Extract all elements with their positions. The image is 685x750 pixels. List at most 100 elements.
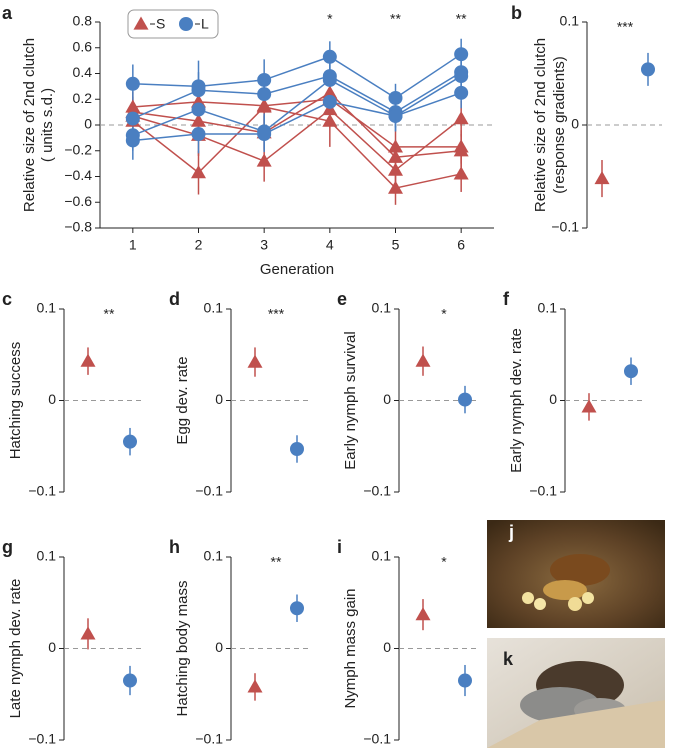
marker xyxy=(125,133,140,148)
significance: ** xyxy=(271,554,282,570)
marker xyxy=(125,76,140,91)
series-line xyxy=(132,75,462,136)
significance: ** xyxy=(390,11,401,27)
y-tick-label: 0 xyxy=(48,639,56,655)
y-tick-label: 0.1 xyxy=(37,548,57,564)
marker xyxy=(388,90,403,105)
y-tick-label: −0.1 xyxy=(363,731,391,747)
panel-label: i xyxy=(337,537,342,557)
x-tick-label: 6 xyxy=(457,237,465,253)
y-axis-label: Early nymph dev. rate xyxy=(508,328,525,473)
y-tick-label: 0 xyxy=(215,391,223,407)
marker xyxy=(257,72,272,87)
marker xyxy=(454,69,469,84)
y-tick-label: 0.1 xyxy=(372,300,392,316)
panel-label: c xyxy=(2,289,12,309)
marker xyxy=(458,673,472,688)
marker xyxy=(581,399,597,413)
marker xyxy=(191,127,206,142)
legend-label: L xyxy=(201,16,209,32)
marker xyxy=(388,139,403,153)
y-tick-label: −0.1 xyxy=(551,219,579,235)
significance: * xyxy=(441,306,447,322)
marker xyxy=(247,354,263,368)
y-axis-label: Hatching body mass xyxy=(174,581,191,717)
y-tick-label: 0.1 xyxy=(560,13,580,29)
y-tick-label: −0.2 xyxy=(64,141,92,157)
y-tick-label: 0.2 xyxy=(73,90,93,106)
y-axis-label: Hatching success xyxy=(7,342,24,460)
series-line xyxy=(132,53,462,99)
panel-label: a xyxy=(2,3,13,23)
y-tick-label: 0 xyxy=(549,391,557,407)
significance: * xyxy=(441,554,447,570)
y-tick-label: 0 xyxy=(48,391,56,407)
marker xyxy=(624,364,638,379)
y-axis-label: Relative size of 2nd clutch xyxy=(532,38,549,212)
y-tick-label: 0.1 xyxy=(538,300,558,316)
y-tick-label: −0.1 xyxy=(28,731,56,747)
series-line xyxy=(132,92,462,142)
significance: *** xyxy=(617,19,634,35)
y-tick-label: 0.1 xyxy=(372,548,392,564)
marker xyxy=(458,392,472,407)
y-tick-label: −0.6 xyxy=(64,193,92,209)
marker xyxy=(290,601,304,616)
y-tick-label: 0 xyxy=(383,391,391,407)
series-line xyxy=(132,98,462,148)
y-axis-label: Late nymph dev. rate xyxy=(7,579,24,719)
significance: ** xyxy=(456,11,467,27)
marker xyxy=(322,72,337,87)
marker xyxy=(388,149,403,163)
marker xyxy=(322,113,338,127)
series-line xyxy=(132,108,462,172)
legend-marker xyxy=(133,16,149,30)
y-axis-label: Early nymph survival xyxy=(342,331,359,469)
y-tick-label: 0 xyxy=(84,116,92,132)
marker xyxy=(388,162,403,176)
marker xyxy=(388,108,403,123)
marker xyxy=(322,85,338,99)
marker xyxy=(256,99,272,113)
marker xyxy=(453,111,469,125)
x-tick-label: 3 xyxy=(260,237,268,253)
panel-label: j xyxy=(508,522,514,542)
marker xyxy=(256,153,272,167)
y-tick-label: −0.8 xyxy=(64,219,92,235)
marker xyxy=(388,180,403,194)
y-axis-label: ( units s.d.) xyxy=(39,88,56,162)
y-tick-label: 0.4 xyxy=(73,64,93,80)
marker xyxy=(247,679,263,693)
x-tick-label: 2 xyxy=(195,237,203,253)
y-axis-label: (response gradients) xyxy=(551,56,568,194)
series-line xyxy=(132,106,462,189)
marker xyxy=(191,113,206,127)
marker xyxy=(454,85,469,100)
panel-label: b xyxy=(511,3,522,23)
marker xyxy=(454,47,469,62)
marker xyxy=(191,102,206,117)
y-tick-label: −0.1 xyxy=(28,483,56,499)
x-axis-label: Generation xyxy=(260,261,334,278)
y-tick-label: 0.1 xyxy=(204,300,224,316)
marker xyxy=(191,165,206,179)
marker xyxy=(123,673,137,688)
marker xyxy=(123,434,137,449)
marker xyxy=(594,171,610,185)
photo-k xyxy=(487,638,665,748)
marker xyxy=(415,353,431,367)
y-tick-label: 0.1 xyxy=(204,548,224,564)
y-tick-label: 0.1 xyxy=(37,300,57,316)
marker xyxy=(322,94,337,109)
marker xyxy=(80,353,96,367)
y-axis-label: Nymph mass gain xyxy=(342,588,359,708)
y-axis-label: Egg dev. rate xyxy=(174,356,191,444)
marker xyxy=(191,83,206,98)
series-line xyxy=(132,91,462,158)
y-tick-label: 0 xyxy=(571,116,579,132)
panel-label: h xyxy=(169,537,180,557)
y-tick-label: −0.1 xyxy=(363,483,391,499)
panel-label: f xyxy=(503,289,510,309)
significance: * xyxy=(327,11,333,27)
marker xyxy=(453,166,469,180)
